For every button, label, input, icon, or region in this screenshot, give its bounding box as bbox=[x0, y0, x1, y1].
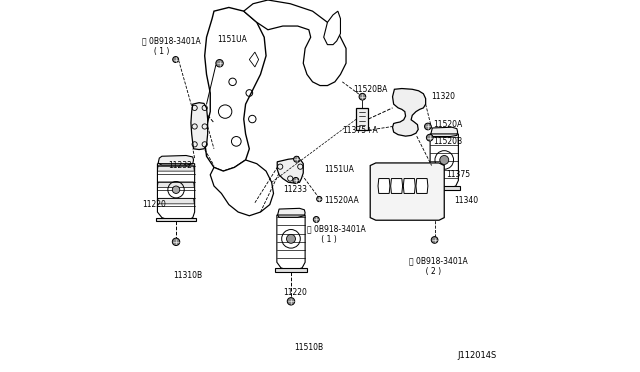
Circle shape bbox=[216, 60, 223, 67]
Text: 11220: 11220 bbox=[283, 288, 307, 296]
Circle shape bbox=[431, 237, 438, 243]
Circle shape bbox=[172, 238, 180, 246]
Text: 11310B: 11310B bbox=[173, 271, 202, 280]
Text: 1151UA: 1151UA bbox=[218, 35, 248, 44]
Polygon shape bbox=[429, 186, 460, 190]
Text: 11232: 11232 bbox=[168, 161, 192, 170]
Polygon shape bbox=[390, 179, 403, 193]
Polygon shape bbox=[431, 127, 458, 137]
Polygon shape bbox=[157, 198, 195, 204]
Polygon shape bbox=[158, 155, 193, 165]
Polygon shape bbox=[275, 268, 307, 272]
Circle shape bbox=[287, 298, 294, 305]
Polygon shape bbox=[278, 208, 305, 217]
Circle shape bbox=[172, 186, 180, 193]
Text: 11233: 11233 bbox=[283, 185, 307, 194]
Polygon shape bbox=[392, 89, 426, 136]
Text: 1151UA: 1151UA bbox=[324, 165, 353, 174]
Polygon shape bbox=[244, 0, 346, 86]
Text: 11220: 11220 bbox=[142, 200, 166, 209]
Circle shape bbox=[440, 155, 449, 164]
Polygon shape bbox=[156, 218, 196, 221]
Text: 11375+A: 11375+A bbox=[342, 126, 378, 135]
Polygon shape bbox=[277, 158, 303, 183]
Polygon shape bbox=[416, 179, 428, 193]
Circle shape bbox=[293, 177, 299, 183]
Polygon shape bbox=[157, 166, 195, 171]
Text: 11520AA: 11520AA bbox=[324, 196, 358, 205]
Polygon shape bbox=[205, 7, 266, 171]
Circle shape bbox=[173, 57, 179, 62]
Text: 11520A: 11520A bbox=[433, 120, 463, 129]
Text: 11520BA: 11520BA bbox=[353, 85, 387, 94]
Text: 11375: 11375 bbox=[447, 170, 470, 179]
Polygon shape bbox=[191, 103, 207, 150]
Polygon shape bbox=[157, 182, 195, 187]
Text: 11340: 11340 bbox=[454, 196, 478, 205]
Circle shape bbox=[424, 123, 431, 130]
Text: Ⓝ 0B918-3401A
      ( 1 ): Ⓝ 0B918-3401A ( 1 ) bbox=[307, 225, 365, 244]
Circle shape bbox=[426, 134, 433, 141]
Circle shape bbox=[359, 93, 365, 100]
Circle shape bbox=[287, 234, 296, 243]
Polygon shape bbox=[211, 160, 273, 216]
Polygon shape bbox=[324, 11, 340, 45]
Text: Ⓝ 0B918-3401A
     ( 1 ): Ⓝ 0B918-3401A ( 1 ) bbox=[142, 37, 201, 56]
Text: 11520B: 11520B bbox=[433, 137, 463, 146]
Circle shape bbox=[294, 156, 300, 162]
Polygon shape bbox=[403, 179, 415, 193]
Circle shape bbox=[317, 196, 322, 202]
Circle shape bbox=[314, 217, 319, 222]
Polygon shape bbox=[370, 163, 444, 220]
Polygon shape bbox=[356, 108, 369, 130]
Text: Ⓝ 0B918-3401A
       ( 2 ): Ⓝ 0B918-3401A ( 2 ) bbox=[410, 256, 468, 276]
Text: J112014S: J112014S bbox=[458, 351, 497, 360]
Polygon shape bbox=[378, 179, 390, 193]
Text: 11510B: 11510B bbox=[294, 343, 323, 352]
Text: 11320: 11320 bbox=[431, 92, 456, 101]
